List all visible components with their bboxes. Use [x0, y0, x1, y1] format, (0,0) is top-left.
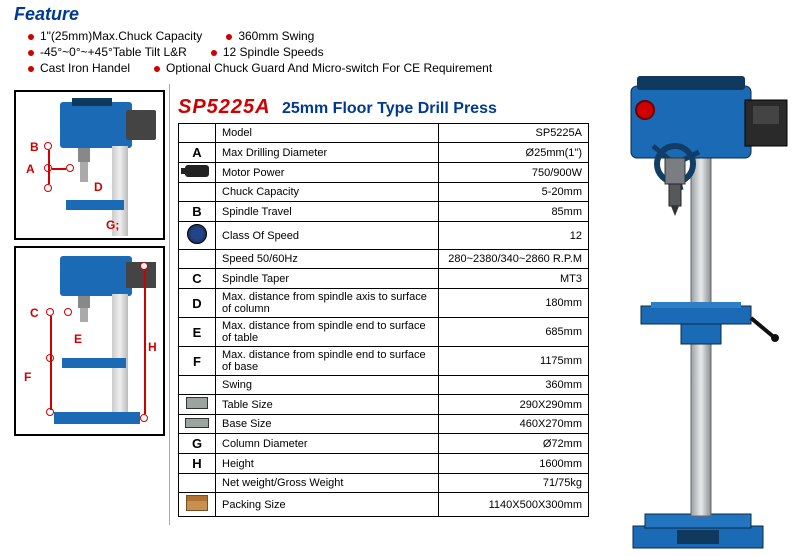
- spec-row-icon: [179, 183, 216, 202]
- spec-row-label: Packing Size: [216, 493, 439, 517]
- motor-icon: [185, 165, 209, 177]
- spec-row: EMax. distance from spindle end to surfa…: [179, 318, 589, 347]
- spec-row-value: 685mm: [439, 318, 589, 347]
- model-code: SP5225A: [178, 96, 271, 118]
- spec-row-label: Height: [216, 454, 439, 474]
- spec-row: HHeight1600mm: [179, 454, 589, 474]
- feature-item: 12 Spindle Speeds: [211, 45, 324, 59]
- product-title: SP5225A 25mm Floor Type Drill Press: [178, 96, 589, 119]
- feature-heading: Feature: [14, 4, 594, 25]
- spec-row: ModelSP5225A: [179, 124, 589, 143]
- spec-row-value: 290X290mm: [439, 395, 589, 415]
- spec-row-icon: C: [179, 269, 216, 289]
- model-description: 25mm Floor Type Drill Press: [282, 100, 497, 117]
- spec-row-value: 750/900W: [439, 163, 589, 183]
- spec-row-value: Ø72mm: [439, 434, 589, 454]
- spec-row-icon: [179, 250, 216, 269]
- spec-row-value: 1600mm: [439, 454, 589, 474]
- spec-table: ModelSP5225AAMax Drilling DiameterØ25mm(…: [178, 123, 589, 517]
- spec-row-label: Net weight/Gross Weight: [216, 474, 439, 493]
- spec-row-label: Speed 50/60Hz: [216, 250, 439, 269]
- spec-row-icon: E: [179, 318, 216, 347]
- spec-row-value: SP5225A: [439, 124, 589, 143]
- package-icon: [186, 495, 208, 511]
- spec-row-value: 1175mm: [439, 347, 589, 376]
- spec-row-label: Spindle Taper: [216, 269, 439, 289]
- spec-row-icon: B: [179, 202, 216, 222]
- spec-row-label: Table Size: [216, 395, 439, 415]
- spec-row-label: Max. distance from spindle end to surfac…: [216, 318, 439, 347]
- spec-row-icon: A: [179, 143, 216, 163]
- spec-row-icon: D: [179, 289, 216, 318]
- spec-row-label: Column Diameter: [216, 434, 439, 454]
- spec-row-icon: [179, 222, 216, 250]
- spec-row: Motor Power750/900W: [179, 163, 589, 183]
- spec-row: Class Of Speed12: [179, 222, 589, 250]
- spec-row-value: 1140X500X300mm: [439, 493, 589, 517]
- base-icon: [185, 418, 209, 428]
- spec-row-icon: [179, 415, 216, 434]
- spec-row-value: 5-20mm: [439, 183, 589, 202]
- spec-row-value: 71/75kg: [439, 474, 589, 493]
- spec-row: Table Size290X290mm: [179, 395, 589, 415]
- spec-row-value: Ø25mm(1"): [439, 143, 589, 163]
- spec-row-icon: [179, 376, 216, 395]
- product-illustration: [603, 56, 793, 556]
- spec-row: Net weight/Gross Weight71/75kg: [179, 474, 589, 493]
- spec-row-label: Max. distance from spindle axis to surfa…: [216, 289, 439, 318]
- spec-row-icon: [179, 493, 216, 517]
- spec-row-label: Swing: [216, 376, 439, 395]
- spec-row-icon: [179, 163, 216, 183]
- feature-item: -45°~0°~+45°Table Tilt L&R: [28, 45, 187, 59]
- spec-row-icon: [179, 124, 216, 143]
- spec-row: Base Size460X270mm: [179, 415, 589, 434]
- spec-row-label: Class Of Speed: [216, 222, 439, 250]
- spec-row: Swing360mm: [179, 376, 589, 395]
- spec-row-value: MT3: [439, 269, 589, 289]
- feature-item: 360mm Swing: [226, 29, 314, 43]
- spec-row-label: Base Size: [216, 415, 439, 434]
- spec-row-value: 280~2380/340~2860 R.P.M: [439, 250, 589, 269]
- spec-row-icon: H: [179, 454, 216, 474]
- spec-row-value: 85mm: [439, 202, 589, 222]
- spec-row: BSpindle Travel85mm: [179, 202, 589, 222]
- spec-row: CSpindle TaperMT3: [179, 269, 589, 289]
- dimension-diagram-top: A B D G;: [14, 90, 165, 240]
- spec-row-icon: F: [179, 347, 216, 376]
- spec-row: Packing Size1140X500X300mm: [179, 493, 589, 517]
- feature-item: Optional Chuck Guard And Micro-switch Fo…: [154, 61, 492, 75]
- spec-row: DMax. distance from spindle axis to surf…: [179, 289, 589, 318]
- spec-row-label: Model: [216, 124, 439, 143]
- spec-row-label: Max. distance from spindle end to surfac…: [216, 347, 439, 376]
- spec-row: GColumn DiameterØ72mm: [179, 434, 589, 454]
- dimension-diagram-bottom: C E F H: [14, 246, 165, 436]
- spec-row: Speed 50/60Hz280~2380/340~2860 R.P.M: [179, 250, 589, 269]
- feature-item: Cast Iron Handel: [28, 61, 130, 75]
- spec-row-icon: [179, 395, 216, 415]
- spec-row: FMax. distance from spindle end to surfa…: [179, 347, 589, 376]
- spec-row-value: 180mm: [439, 289, 589, 318]
- spec-row-icon: [179, 474, 216, 493]
- spec-row: AMax Drilling DiameterØ25mm(1"): [179, 143, 589, 163]
- feature-item: 1"(25mm)Max.Chuck Capacity: [28, 29, 202, 43]
- feature-list: 1"(25mm)Max.Chuck Capacity 360mm Swing -…: [14, 25, 594, 83]
- spec-row-label: Motor Power: [216, 163, 439, 183]
- spec-row-label: Max Drilling Diameter: [216, 143, 439, 163]
- spec-row-value: 360mm: [439, 376, 589, 395]
- spec-row: Chuck Capacity5-20mm: [179, 183, 589, 202]
- dial-icon: [187, 224, 207, 244]
- table-icon: [186, 397, 208, 409]
- spec-row-label: Chuck Capacity: [216, 183, 439, 202]
- spec-row-value: 460X270mm: [439, 415, 589, 434]
- spec-row-icon: G: [179, 434, 216, 454]
- spec-row-label: Spindle Travel: [216, 202, 439, 222]
- spec-row-value: 12: [439, 222, 589, 250]
